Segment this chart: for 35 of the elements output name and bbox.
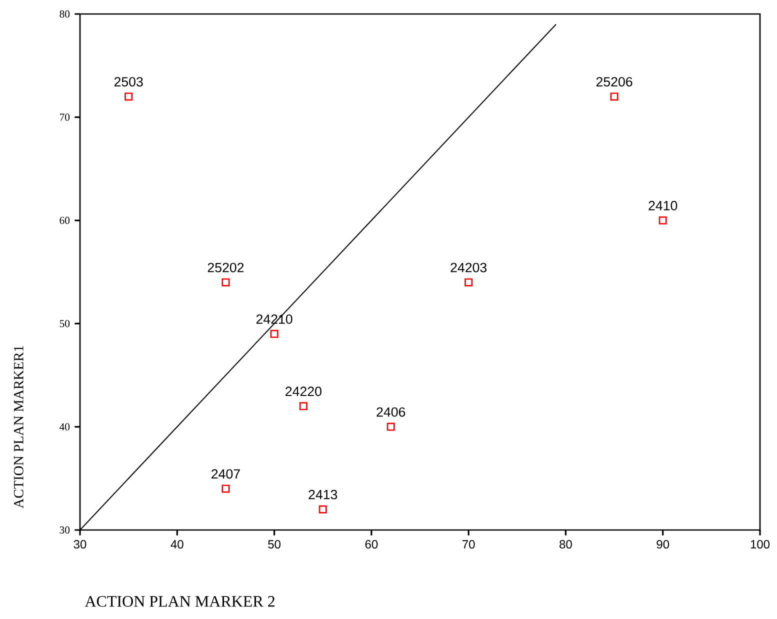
annotation: 24220 (286, 386, 322, 396)
point (464, 278, 473, 286)
y-tick-label: 80 (60, 10, 70, 18)
x-tick-label: 80 (560, 540, 572, 549)
x-tick-label: 90 (656, 540, 670, 549)
y-tick-label: 60 (60, 216, 70, 224)
annotation: 25202 (208, 262, 244, 272)
point (299, 402, 308, 410)
annotation: 2413 (308, 490, 338, 500)
y-tick-label: 40 (60, 423, 70, 430)
point (222, 484, 230, 493)
x-tick-label: 60 (365, 540, 378, 549)
y-tick-label: 50 (60, 320, 70, 328)
x-axis-title: ACTION PLAN MARKER 2 (84, 596, 274, 607)
y-tick-label: 30 (60, 526, 70, 534)
x-tick-label: 30 (74, 540, 86, 549)
point (318, 505, 327, 514)
point (124, 92, 133, 101)
point (386, 422, 395, 431)
x-tick-label: 100 (750, 540, 770, 549)
annotation: 25206 (596, 77, 632, 87)
point (610, 92, 618, 101)
annotation: 24203 (450, 262, 487, 272)
x-tick-label: 50 (268, 540, 280, 549)
annotation: 2407 (212, 469, 240, 479)
annotation: 2410 (648, 200, 678, 210)
x-tick-label: 40 (170, 540, 184, 549)
point (270, 330, 278, 338)
y-axis-title: ACTION PLAN MARKER1 (14, 346, 24, 508)
y-tick-label: 70 (60, 114, 70, 121)
annotation: 2406 (376, 407, 406, 417)
x-tick-label: 70 (462, 540, 475, 549)
point (222, 278, 230, 286)
annotation: 2503 (114, 77, 143, 87)
point (658, 216, 667, 224)
